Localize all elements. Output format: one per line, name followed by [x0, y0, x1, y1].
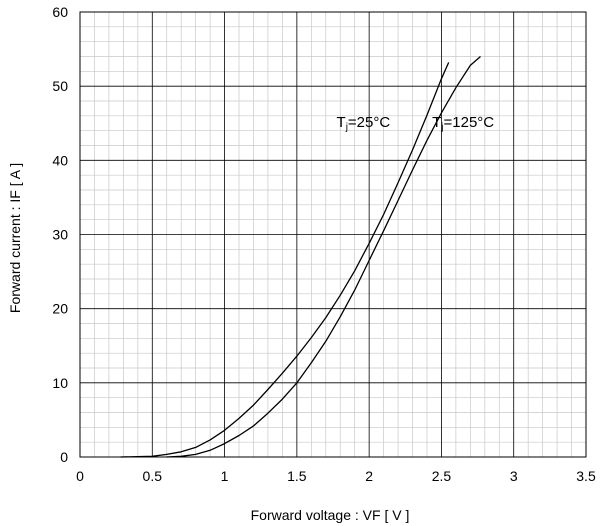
y-tick-label: 50 [52, 78, 68, 94]
x-tick-label: 3 [510, 468, 518, 484]
major-grid [80, 12, 586, 457]
y-tick-label: 20 [52, 301, 68, 317]
x-axis-label: Forward voltage : VF [ V ] [251, 507, 410, 523]
y-tick-label: 60 [52, 4, 68, 20]
x-tick-label: 2.5 [432, 468, 452, 484]
series-line-tj-25c [120, 62, 450, 458]
curve-label-tj-25c: Tj=25°C [337, 114, 391, 133]
y-tick-labels: 0 10 20 30 40 50 60 [52, 4, 68, 465]
y-tick-label: 10 [52, 375, 68, 391]
x-tick-label: 1.5 [287, 468, 307, 484]
x-tick-label: 0.5 [143, 468, 163, 484]
curve-label-tj-125c: Tj=125°C [432, 114, 494, 133]
x-tick-label: 3.5 [576, 468, 596, 484]
x-tick-label: 0 [76, 468, 84, 484]
annotation-labels: Tj=25°C Tj=125°C [337, 114, 495, 133]
x-tick-label: 2 [365, 468, 373, 484]
x-tick-labels: 0 0.5 1 1.5 2 2.5 3 3.5 [76, 468, 596, 484]
plot-frame [79, 11, 587, 458]
x-tick-label: 1 [221, 468, 229, 484]
y-tick-label: 0 [60, 449, 68, 465]
series-lines [120, 56, 481, 458]
y-axis-label: Forward current : IF [ A ] [7, 163, 23, 313]
y-tick-label: 40 [52, 152, 68, 168]
y-tick-label: 30 [52, 227, 68, 243]
series-line-tj-125c [166, 56, 481, 458]
